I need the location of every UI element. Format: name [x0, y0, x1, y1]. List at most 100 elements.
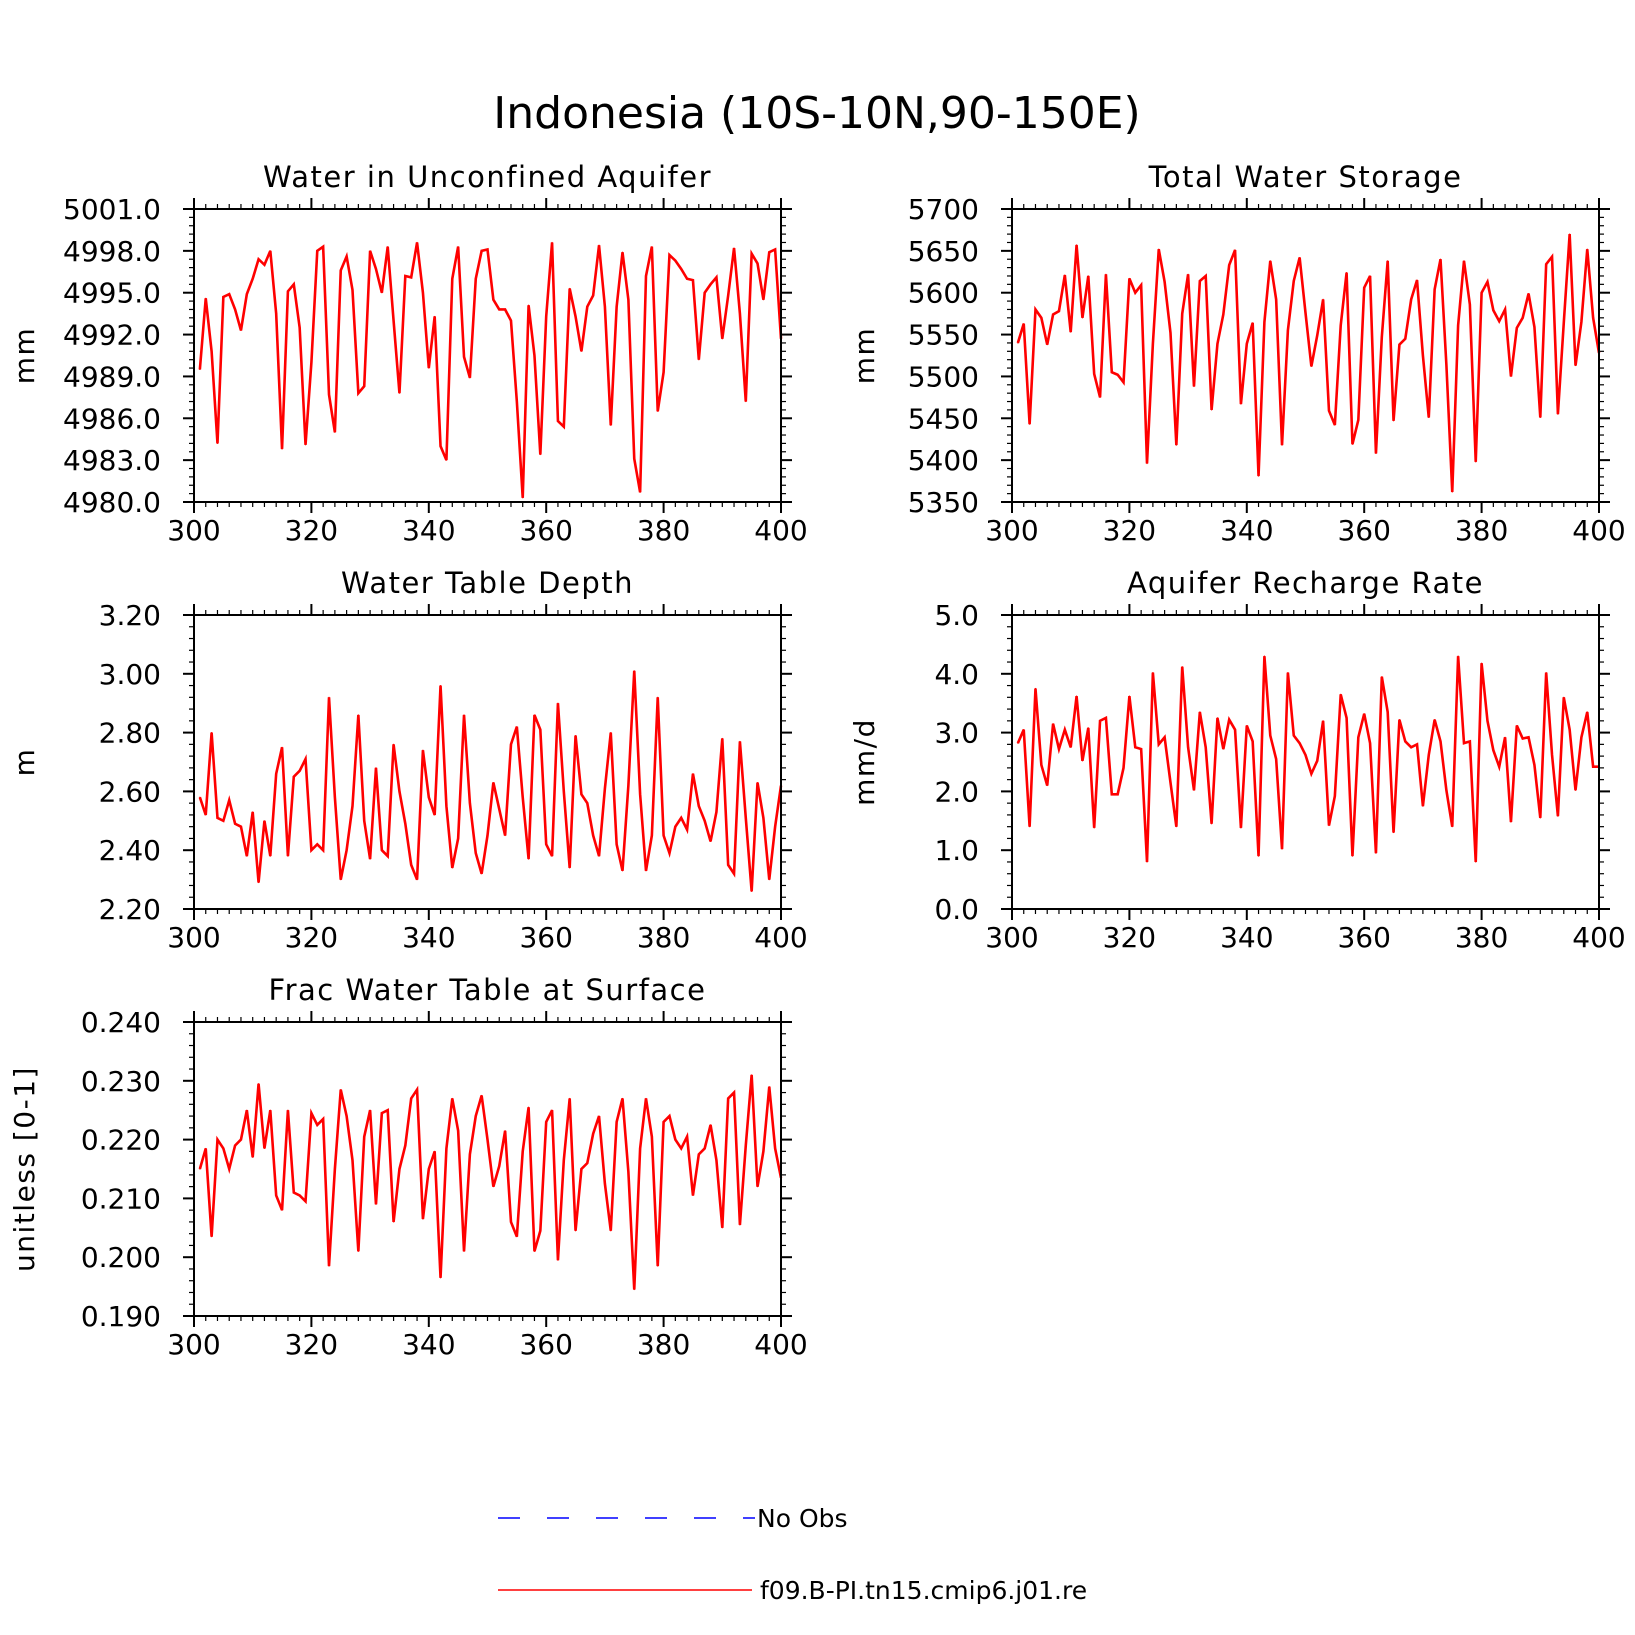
data-point — [727, 1097, 729, 1100]
data-point — [739, 313, 741, 315]
data-point — [434, 814, 436, 816]
data-point — [1287, 672, 1289, 674]
data-point — [222, 1147, 224, 1150]
data-point — [557, 1259, 559, 1261]
data-point — [727, 864, 729, 866]
y-tick-label: 2.40 — [99, 834, 161, 867]
panel-title: Total Water Storage — [1148, 160, 1463, 194]
y-tick-label: 4986.0 — [63, 402, 161, 435]
data-point — [1263, 321, 1266, 323]
data-point — [1351, 443, 1354, 445]
data-point — [1187, 746, 1189, 748]
y-tick-label: 5500 — [908, 360, 979, 393]
panel-title: Aquifer Recharge Rate — [1127, 566, 1484, 600]
data-point — [698, 1153, 700, 1155]
data-point — [1340, 324, 1342, 326]
data-point — [351, 805, 354, 807]
data-point — [234, 1144, 236, 1147]
data-point — [774, 248, 776, 251]
data-point — [680, 268, 682, 270]
data-point — [1410, 746, 1412, 748]
y-tick-label: 3.00 — [99, 658, 161, 691]
data-point — [328, 1265, 330, 1267]
data-point — [1081, 317, 1084, 319]
y-tick-label: 0.210 — [81, 1182, 161, 1215]
data-point — [1122, 767, 1125, 769]
data-point — [316, 843, 318, 845]
data-point — [1492, 309, 1494, 311]
data-point — [616, 306, 618, 308]
x-tick-label: 320 — [1103, 514, 1156, 547]
data-point — [1105, 273, 1107, 275]
data-point — [1152, 672, 1154, 674]
data-point — [1257, 855, 1260, 857]
y-axis-label: unitless [0-1] — [8, 1066, 41, 1272]
data-point — [1269, 734, 1271, 737]
data-point — [1351, 855, 1354, 857]
data-point — [621, 251, 624, 253]
x-tick-label: 400 — [1572, 514, 1625, 547]
data-point — [1046, 784, 1048, 787]
x-tick-label: 300 — [167, 1328, 220, 1361]
data-point — [1569, 729, 1571, 731]
data-point — [739, 1224, 741, 1226]
data-point — [1457, 655, 1459, 657]
y-tick-label: 2.0 — [934, 775, 979, 808]
data-point — [1387, 260, 1389, 262]
data-point — [1310, 773, 1312, 775]
data-point — [639, 793, 641, 795]
data-point — [563, 426, 565, 428]
data-point — [381, 292, 383, 294]
y-tick-label: 5001.0 — [63, 193, 161, 226]
data-point — [1345, 272, 1348, 274]
data-point — [492, 1186, 494, 1188]
data-point — [387, 855, 389, 857]
data-point — [263, 1147, 266, 1150]
x-tick-label: 320 — [285, 921, 338, 954]
data-point — [1222, 313, 1224, 316]
data-point — [1099, 396, 1101, 398]
legend: No Obs f09.B-PI.tn15.cmip6.j01.re — [498, 1504, 1087, 1605]
data-point — [287, 1109, 289, 1111]
data-point — [627, 784, 629, 787]
data-point — [1099, 720, 1101, 722]
data-point — [351, 289, 354, 291]
data-point — [475, 852, 477, 854]
data-point — [1504, 736, 1506, 738]
y-tick-label: 0.190 — [81, 1300, 161, 1333]
data-point — [1117, 374, 1119, 376]
data-point — [1205, 746, 1207, 748]
y-tick-label: 4.0 — [934, 658, 979, 691]
data-point — [1316, 760, 1318, 762]
data-point — [481, 873, 483, 875]
data-point — [527, 858, 530, 860]
y-tick-label: 2.60 — [99, 775, 161, 808]
data-point — [692, 279, 694, 281]
data-point — [1404, 740, 1406, 743]
data-point — [1122, 381, 1125, 383]
data-point — [1152, 343, 1154, 345]
data-point — [1117, 793, 1119, 795]
panel-title: Water Table Depth — [341, 566, 634, 600]
data-point — [1422, 354, 1424, 357]
data-point — [1281, 848, 1283, 850]
data-point — [1252, 740, 1254, 743]
data-point — [1451, 491, 1453, 493]
data-point — [1169, 781, 1172, 784]
data-point — [1199, 280, 1201, 282]
data-point — [1510, 821, 1512, 823]
data-point — [1486, 281, 1489, 283]
data-point — [498, 308, 500, 311]
data-point — [504, 1130, 506, 1132]
data-point — [257, 1083, 260, 1085]
x-tick-label: 380 — [637, 514, 690, 547]
data-point — [1105, 717, 1107, 719]
data-point — [1134, 292, 1136, 294]
data-point — [1246, 724, 1248, 727]
data-point — [434, 1150, 436, 1152]
data-point — [645, 870, 647, 872]
data-point — [1263, 655, 1266, 657]
y-tick-label: 4992.0 — [63, 319, 161, 352]
data-point — [428, 1168, 430, 1170]
data-point — [774, 826, 776, 828]
